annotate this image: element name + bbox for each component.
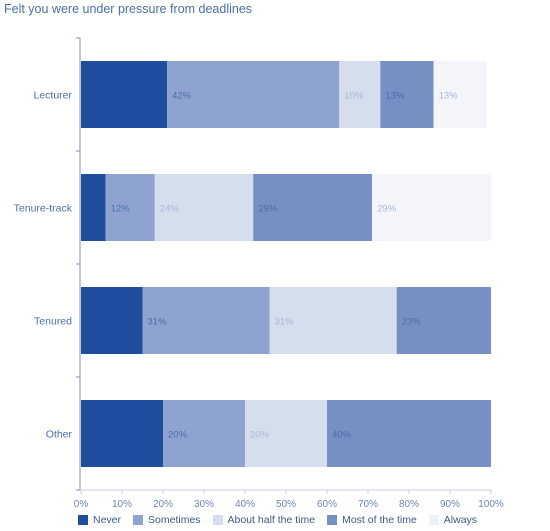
data-label: 20% [86, 430, 106, 441]
legend-swatch [212, 515, 223, 525]
legend-label: Always [443, 514, 478, 526]
data-label: 20% [250, 430, 270, 441]
x-tick-label: 40% [235, 499, 255, 510]
bar-segment [396, 287, 491, 354]
x-tick-label: 30% [194, 499, 214, 510]
legend-swatch [78, 515, 88, 525]
data-label: 20% [168, 430, 188, 441]
data-label: 23% [402, 317, 422, 328]
legend-item: Always [428, 514, 478, 526]
x-tick-label: 10% [112, 499, 132, 510]
x-tick-label: 80% [399, 499, 419, 510]
category-label: Lecturer [33, 90, 72, 102]
bar-segment [105, 174, 155, 241]
data-label: 12% [111, 204, 131, 215]
bar-segment [154, 174, 254, 241]
bar-segment [81, 61, 168, 128]
data-label: 10% [344, 91, 364, 102]
data-label: 15% [86, 317, 106, 328]
legend-swatch [133, 515, 144, 525]
bar-segment [167, 61, 340, 128]
data-label: 6% [86, 204, 100, 215]
legend-label: Sometimes [148, 514, 201, 526]
legend-item: Never [78, 514, 121, 526]
x-tick-label: 90% [440, 499, 460, 510]
bar-segment [339, 61, 381, 128]
bar-segment [372, 174, 491, 241]
x-tick-label: 100% [478, 499, 504, 510]
bar-segment [253, 174, 373, 241]
x-tick-label: 20% [153, 499, 173, 510]
legend-item: Most of the time [327, 514, 417, 526]
legend-swatch [428, 515, 439, 525]
bar-segment [245, 400, 327, 467]
bar-segment [81, 287, 143, 354]
x-tick-label: 70% [358, 499, 378, 510]
bar-segment [269, 287, 397, 354]
data-label: 29% [377, 204, 397, 215]
data-label: 42% [172, 91, 192, 102]
category-label: Tenured [34, 316, 72, 328]
legend-item: Sometimes [133, 514, 201, 526]
legend-label: About half the time [227, 514, 316, 526]
bar-segment [81, 400, 163, 467]
bar-segment [81, 174, 106, 241]
data-label: 31% [275, 317, 295, 328]
x-tick-label: 60% [317, 499, 337, 510]
chart-title: Felt you were under pressure from deadli… [4, 2, 253, 16]
data-label: 31% [148, 317, 168, 328]
data-label: 29% [258, 204, 278, 215]
legend-label: Never [93, 514, 122, 526]
category-label: Other [46, 429, 73, 441]
bar-segment [163, 400, 245, 467]
legend: Never Sometimes About half the time Most of… [78, 514, 489, 526]
x-tick-label: 50% [276, 499, 296, 510]
data-label: 40% [332, 430, 352, 441]
legend-label: Most of the time [342, 514, 417, 526]
data-label: 13% [439, 91, 459, 102]
legend-item: About half the time [212, 514, 316, 526]
bar-segment [433, 61, 487, 128]
bar-segment [142, 287, 270, 354]
legend-swatch [327, 515, 338, 525]
data-label: 21% [86, 91, 106, 102]
x-tick-label: 0% [74, 499, 89, 510]
bar-segment [327, 400, 491, 467]
category-label: Tenure-track [14, 203, 73, 215]
data-label: 24% [160, 204, 180, 215]
bar-segment [380, 61, 434, 128]
data-label: 13% [385, 91, 405, 102]
